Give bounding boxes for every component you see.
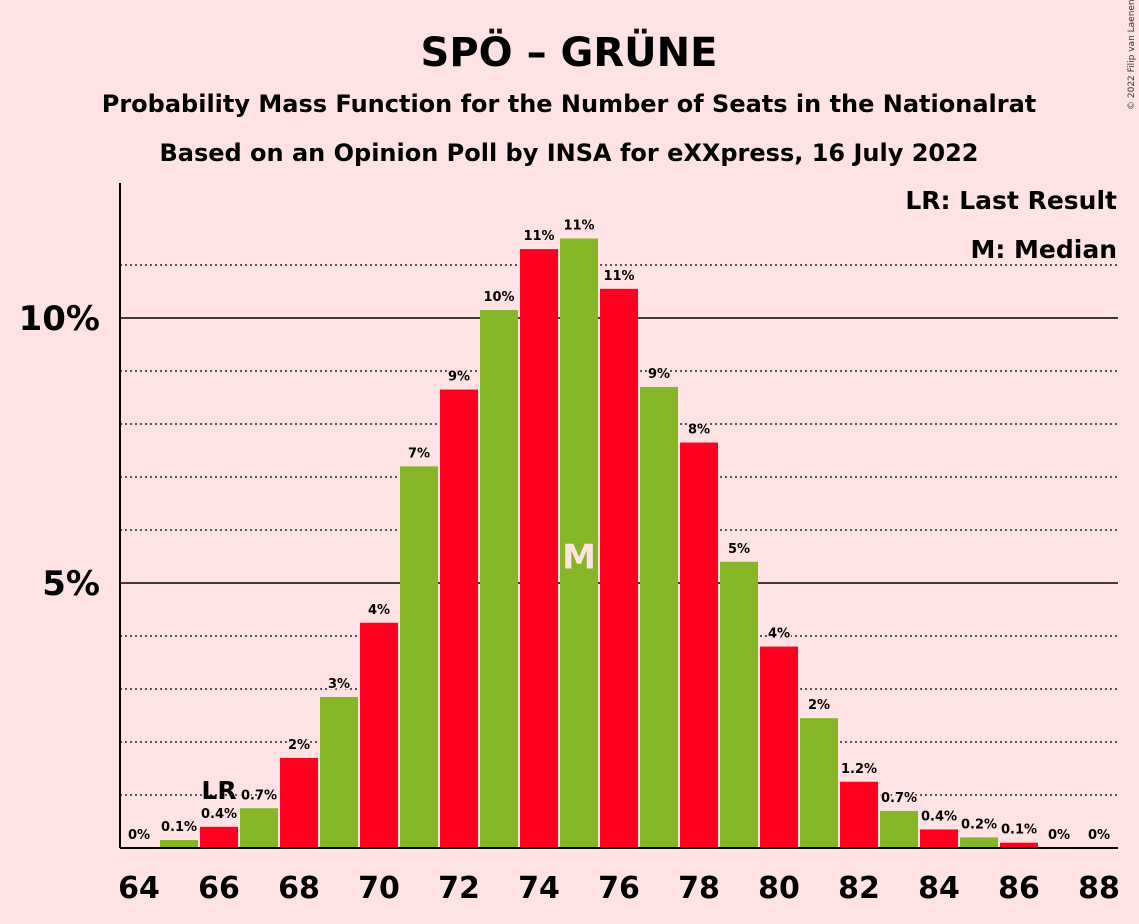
bar-label-75: 11% [563, 219, 594, 234]
bar-label-84: 0.4% [921, 809, 957, 824]
bar-label-74: 11% [523, 229, 554, 244]
legend-last-result: LR: Last Result [905, 186, 1117, 215]
bar-82 [840, 781, 878, 848]
x-tick-label: 68 [278, 871, 320, 906]
chart-subtitle: Probability Mass Function for the Number… [102, 90, 1037, 118]
bar-label-68: 2% [288, 738, 310, 753]
legend-median: M: Median [970, 235, 1117, 264]
bar-69 [320, 696, 358, 848]
x-tick-label: 84 [918, 871, 960, 906]
bar-80 [760, 646, 798, 848]
bar-86 [1000, 842, 1038, 848]
bar-label-71: 7% [408, 446, 430, 461]
bar-81 [800, 718, 838, 848]
bar-label-65: 0.1% [161, 820, 197, 835]
bar-label-78: 8% [688, 423, 710, 438]
chart-subtitle-source: Based on an Opinion Poll by INSA for eXX… [159, 139, 978, 167]
bar-label-76: 11% [603, 269, 634, 284]
bar-label-83: 0.7% [881, 791, 917, 806]
bar-65 [160, 840, 198, 848]
bar-label-66: 0.4% [201, 807, 237, 822]
x-tick-label: 82 [838, 871, 880, 906]
axes: 5% 10% 64 66 68 70 72 74 76 78 80 82 84 86 88 [19, 183, 1120, 906]
bar-78 [680, 442, 718, 848]
x-tick-label: 86 [998, 871, 1040, 906]
chart-title: SPÖ – GRÜNE [421, 28, 718, 76]
bar-label-77: 9% [648, 367, 670, 382]
x-tick-label: 88 [1078, 871, 1120, 906]
bars [160, 238, 1038, 849]
bar-76 [600, 288, 638, 849]
bar-68 [280, 757, 318, 848]
bar-83 [880, 810, 918, 848]
x-tick-label: 80 [758, 871, 800, 906]
bar-71 [400, 466, 438, 848]
bar-label-64: 0% [128, 828, 150, 843]
median-marker: M [562, 538, 596, 578]
bar-label-88: 0% [1088, 828, 1110, 843]
y-tick-label: 5% [42, 564, 100, 604]
x-tick-label: 72 [438, 871, 480, 906]
bar-85 [960, 837, 998, 848]
bar-label-67: 0.7% [241, 788, 277, 803]
copyright: © 2022 Filip van Laenen [1127, 0, 1137, 110]
bar-label-86: 0.1% [1001, 823, 1037, 838]
bar-72 [440, 389, 478, 848]
bar-66 [200, 826, 238, 848]
bar-74 [520, 249, 558, 849]
x-tick-label: 74 [518, 871, 560, 906]
x-tick-label: 66 [198, 871, 240, 906]
bar-label-69: 3% [328, 677, 350, 692]
bar-label-87: 0% [1048, 828, 1070, 843]
bar-70 [360, 622, 398, 848]
bar-84 [920, 829, 958, 848]
bar-labels: 0% 0.1% 0.4% 0.7% 2% 3% 4% 7% 9% 10% 11% 11% 11% 9% 8%… [126, 217, 1111, 845]
bar-label-79: 5% [728, 542, 750, 557]
bar-label-73: 10% [483, 290, 514, 305]
bar-label-80: 4% [768, 627, 790, 642]
bar-67 [240, 808, 278, 848]
bar-label-70: 4% [368, 603, 390, 618]
bar-label-81: 2% [808, 698, 830, 713]
bar-label-82: 1.2% [841, 762, 877, 777]
bar-75 [560, 238, 598, 848]
bar-label-72: 9% [448, 370, 470, 385]
x-tick-label: 76 [598, 871, 640, 906]
bar-73 [480, 310, 518, 848]
y-tick-label: 10% [19, 299, 100, 339]
x-tick-label: 64 [118, 871, 160, 906]
bar-77 [640, 386, 678, 848]
bar-label-85: 0.2% [961, 817, 997, 832]
last-result-marker: LR [201, 776, 236, 805]
x-tick-label: 70 [358, 871, 400, 906]
bar-79 [720, 561, 758, 848]
x-tick-label: 78 [678, 871, 720, 906]
